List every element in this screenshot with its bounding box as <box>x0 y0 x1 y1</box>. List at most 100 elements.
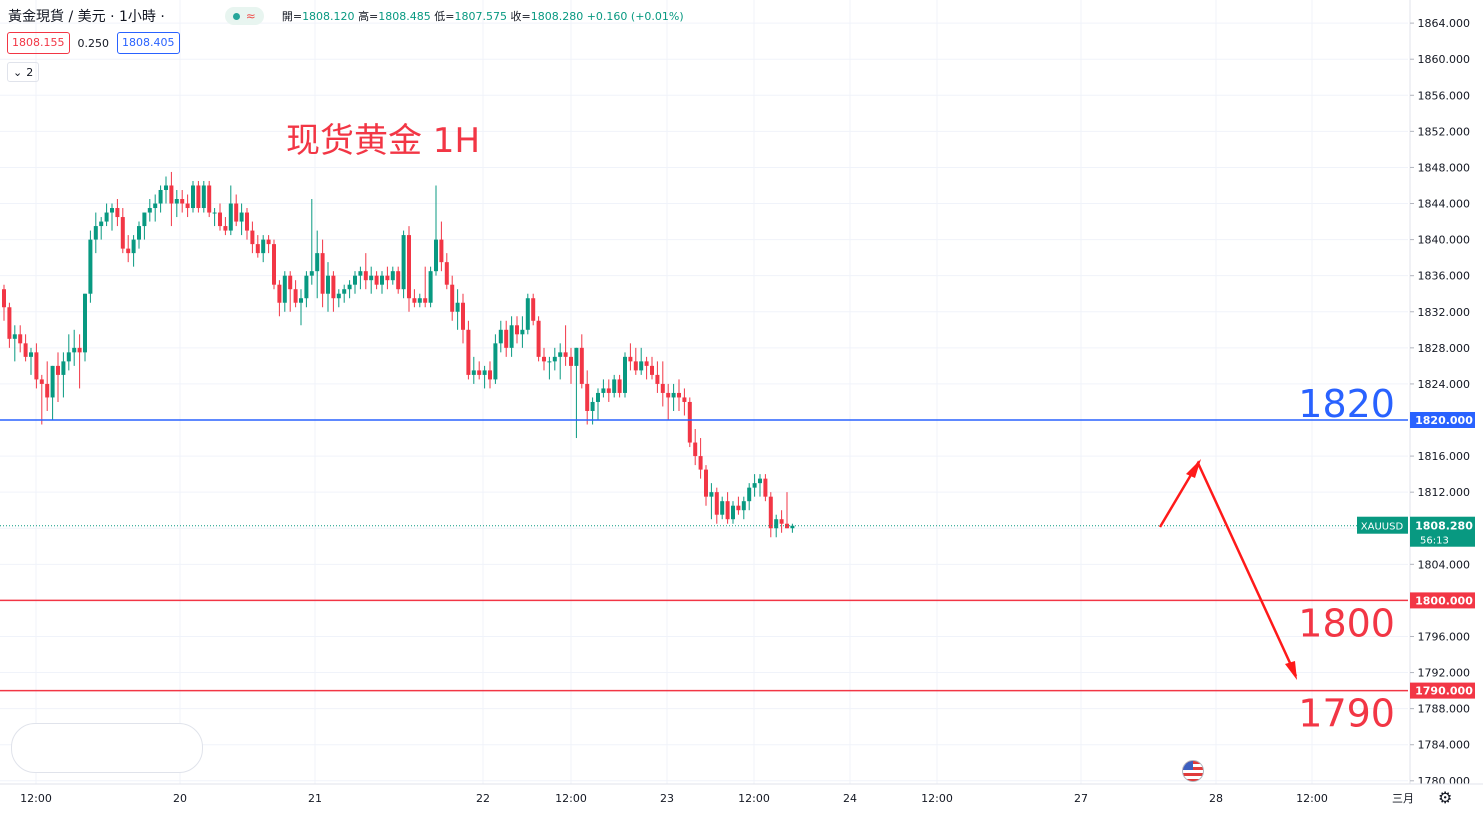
last-price-tag: 1808.280 <box>1415 520 1473 533</box>
indicators-toggle[interactable]: ⌄ 2 <box>7 62 40 82</box>
candle-body <box>126 248 131 254</box>
candle-body <box>153 203 158 209</box>
y-tick-label: 1804.000 <box>1418 558 1471 571</box>
y-tick-label: 1796.000 <box>1418 630 1471 643</box>
x-tick-label: 24 <box>843 792 857 805</box>
y-tick-label: 1852.000 <box>1418 125 1471 138</box>
trade-buttons: 1808.155 0.250 1808.405 <box>7 32 180 54</box>
candle-body <box>34 352 39 380</box>
x-tick-label: 23 <box>660 792 674 805</box>
level-tag-bg <box>1410 412 1475 428</box>
candle-body <box>493 343 498 380</box>
x-tick-label: 22 <box>476 792 490 805</box>
candle-body <box>72 347 77 353</box>
market-status-pill[interactable]: ≈ <box>224 7 264 25</box>
change-value: +0.160 (+0.01%) <box>586 10 684 23</box>
candle-body <box>282 275 287 303</box>
us-flag-icon[interactable] <box>1182 760 1204 782</box>
arrowhead-down <box>1285 661 1297 680</box>
toolbar-pill[interactable] <box>11 723 203 773</box>
candle-body <box>228 203 233 231</box>
candle-body <box>164 185 168 190</box>
candle-body <box>88 239 93 294</box>
low-label: 低= <box>434 10 455 23</box>
y-tick-label: 1860.000 <box>1418 53 1471 66</box>
candle-body <box>455 302 460 312</box>
candle-body <box>45 383 50 398</box>
candle-body <box>342 289 347 294</box>
candle-body <box>196 185 201 209</box>
candle-body <box>245 212 249 231</box>
candle-body <box>428 271 433 303</box>
candle-body <box>779 519 784 524</box>
candle-body <box>558 352 563 357</box>
candle-body <box>347 284 352 290</box>
candle-body <box>434 239 438 272</box>
candle-body <box>412 298 417 303</box>
candle-body <box>444 262 449 285</box>
candle-body <box>83 293 87 353</box>
candle-body <box>223 226 228 231</box>
candle-body <box>720 501 725 515</box>
candle-body <box>66 352 71 362</box>
candle-body <box>131 239 136 254</box>
candle-body <box>56 365 60 375</box>
candle-body <box>304 275 309 299</box>
candle-body <box>315 253 320 272</box>
high-label: 高= <box>358 10 379 23</box>
candle-body <box>660 383 665 393</box>
candle-body <box>201 185 206 209</box>
candle-body <box>601 388 606 393</box>
candle-body <box>358 271 363 276</box>
candle-body <box>23 343 28 357</box>
x-tick-label: 27 <box>1074 792 1088 805</box>
candle-body <box>336 293 341 299</box>
candle-body <box>682 397 687 402</box>
live-dot-icon <box>232 12 240 20</box>
candle-body <box>293 289 298 303</box>
candle-body <box>650 365 654 375</box>
spread-value: 0.250 <box>77 36 110 50</box>
candle-body <box>590 401 595 411</box>
grid-lines <box>0 0 1408 784</box>
candle-body <box>747 487 752 502</box>
candle-body <box>488 370 492 380</box>
candle-body <box>110 208 114 213</box>
candle-body <box>579 347 584 384</box>
candle-body <box>77 347 82 353</box>
y-tick-label: 1828.000 <box>1418 342 1471 355</box>
x-tick-label: 28 <box>1209 792 1223 805</box>
candle-body <box>725 501 730 520</box>
candle-body <box>385 275 390 281</box>
candle-body <box>736 505 741 511</box>
candle-body <box>687 401 692 443</box>
y-tick-label: 1848.000 <box>1418 161 1471 174</box>
close-value: 1808.280 <box>530 10 584 23</box>
candle-body <box>741 501 746 511</box>
symbol-title[interactable]: 黃金現貨 / 美元 · 1小時 · <box>8 9 165 25</box>
candle-body <box>320 253 325 294</box>
gear-icon[interactable]: ⚙ <box>1438 788 1453 807</box>
candle-body <box>482 370 487 375</box>
candle-body <box>677 392 681 398</box>
candle-body <box>250 230 255 245</box>
indicator-count: 2 <box>26 65 34 79</box>
buy-button[interactable]: 1808.405 <box>117 32 180 54</box>
candle-body <box>569 356 573 366</box>
candle-body <box>628 356 633 362</box>
candle-body <box>2 289 6 308</box>
x-tick-label: 三月 <box>1392 792 1414 805</box>
x-tick-label: 12:00 <box>20 792 52 805</box>
ohlc-readout: 開=1808.120 高=1808.485 低=1807.575 收=1808.… <box>282 8 684 24</box>
sell-button[interactable]: 1808.155 <box>7 32 70 54</box>
y-tick-label: 1784.000 <box>1418 739 1471 752</box>
price-axis[interactable]: 1864.000 1860.000 1856.000 1852.000 1848.000… <box>1357 0 1483 788</box>
candle-body <box>547 361 552 363</box>
candle-body <box>61 361 66 375</box>
candles <box>0 171 1408 538</box>
candle-body <box>212 212 217 214</box>
time-axis[interactable]: 12:00 20 21 22 12:00 23 12:00 24 12:00 27 28 12:00 三… <box>0 783 1483 814</box>
candle-body <box>709 492 714 497</box>
